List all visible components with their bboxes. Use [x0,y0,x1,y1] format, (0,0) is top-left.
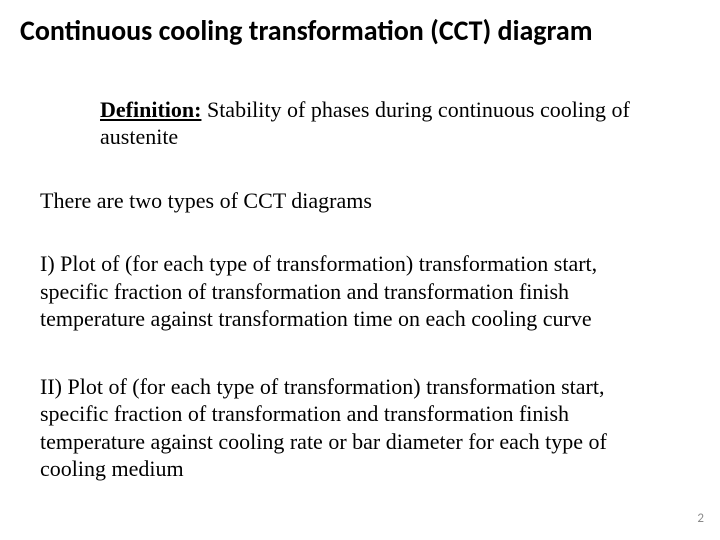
definition-block: Definition: Stability of phases during c… [100,96,630,151]
type-1-text: I) Plot of (for each type of transformat… [40,250,690,333]
slide-container: Continuous cooling transformation (CCT) … [0,0,720,540]
slide-title: Continuous cooling transformation (CCT) … [20,14,690,48]
definition-label: Definition: [100,97,201,122]
type-2-text: II) Plot of (for each type of transforma… [40,373,690,483]
intro-text: There are two types of CCT diagrams [40,187,690,215]
page-number: 2 [697,511,704,526]
